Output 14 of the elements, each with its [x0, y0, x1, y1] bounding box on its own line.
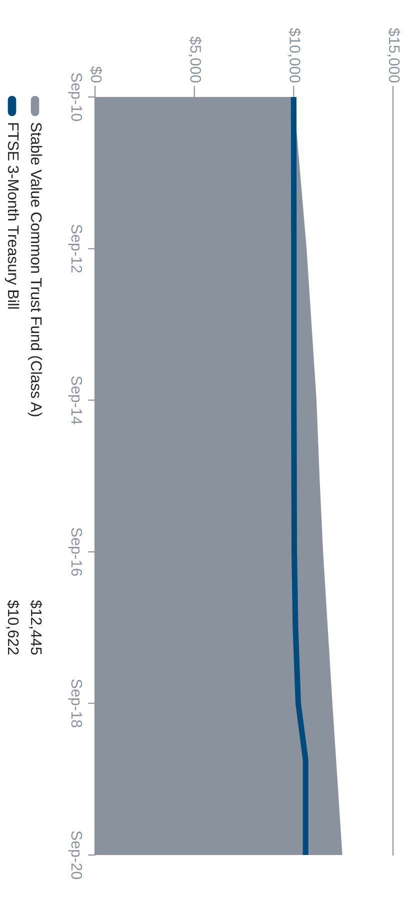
x-tick-label: $15,000: [387, 28, 400, 83]
text: $12,445: [29, 600, 42, 655]
x-tick-label: $10,000: [288, 28, 302, 83]
legend-label: Stable Value Common Trust Fund (Class A): [28, 122, 42, 416]
y-tick-label: Sep-16: [68, 528, 82, 576]
x-tick-label: $0: [90, 66, 102, 83]
y-tick-label: Sep-10: [68, 73, 82, 122]
legend-label: FTSE 3-Month Treasury Bill: [4, 123, 20, 309]
y-tick-label: Sep-14: [68, 376, 82, 424]
y-tick-label: Sep-20: [68, 831, 82, 880]
x-tick-label: $5,000: [188, 36, 202, 83]
y-tick-label: Sep-12: [68, 224, 82, 273]
y-tick-label: Sep-18: [68, 679, 82, 728]
text: $10,622: [6, 600, 20, 654]
